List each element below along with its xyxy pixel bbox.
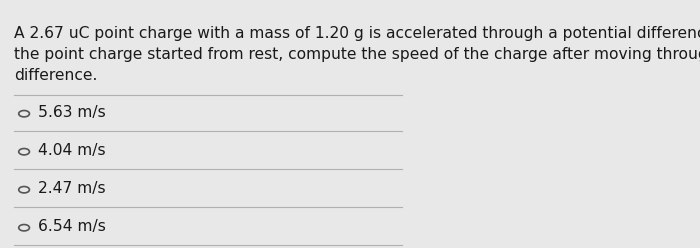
Text: A 2.67 uC point charge with a mass of 1.20 g is accelerated through a potential : A 2.67 uC point charge with a mass of 1.…: [14, 26, 700, 83]
Text: 5.63 m/s: 5.63 m/s: [38, 105, 106, 120]
Text: 2.47 m/s: 2.47 m/s: [38, 181, 105, 196]
Text: 4.04 m/s: 4.04 m/s: [38, 143, 105, 158]
Text: 6.54 m/s: 6.54 m/s: [38, 219, 106, 234]
